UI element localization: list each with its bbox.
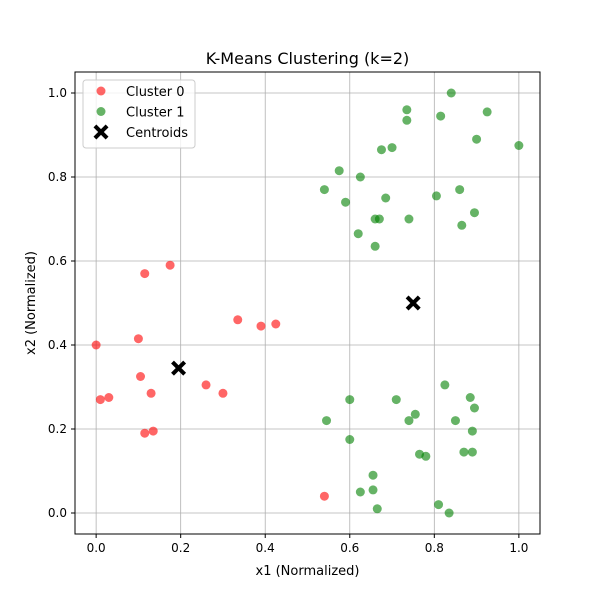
- cluster-0-point: [140, 428, 150, 438]
- cluster-0-point: [95, 395, 105, 405]
- cluster-1-point: [482, 107, 492, 117]
- cluster-0-point: [271, 319, 281, 329]
- cluster-1-point: [391, 395, 401, 405]
- cluster-1-point: [467, 447, 477, 457]
- cluster-1-point: [341, 197, 351, 207]
- axis-ticks: 0.0 0.2 0.4 0.6 0.8 1.0 0.0 0.2 0.4 0.6 0.8 1.0: [48, 86, 529, 555]
- cluster-1-point: [402, 115, 412, 125]
- legend-label: Cluster 1: [126, 106, 185, 121]
- cluster-1-point: [472, 134, 482, 144]
- cluster-0-point: [319, 491, 329, 501]
- cluster-1-point: [345, 435, 355, 444]
- cluster-1-point: [376, 145, 386, 155]
- y-tick-label: 0.8: [48, 170, 67, 184]
- cluster-1-point: [446, 88, 456, 98]
- cluster-1-point: [372, 504, 382, 514]
- legend-centroid-marker: [93, 124, 109, 140]
- cluster-1-point: [469, 403, 479, 413]
- cluster-1-point: [355, 172, 365, 182]
- legend-cluster-1-marker: [96, 107, 106, 116]
- cluster-1-point: [440, 380, 450, 390]
- y-tick-label: 0.0: [48, 506, 67, 520]
- cluster-1-point: [514, 141, 524, 150]
- cluster-0-point: [201, 380, 211, 390]
- cluster-0-point: [104, 393, 114, 402]
- x-tick-label: 0.2: [171, 541, 190, 555]
- cluster-0-point: [136, 372, 146, 381]
- cluster-0-point: [91, 340, 101, 350]
- cluster-0-point: [140, 269, 150, 279]
- cluster-1-point: [319, 185, 329, 195]
- x-tick-label: 0.4: [256, 541, 275, 555]
- cluster-1-point: [469, 208, 479, 218]
- cluster-1-point: [450, 416, 460, 426]
- y-tick-label: 0.6: [48, 254, 67, 268]
- cluster-0-point: [146, 388, 156, 398]
- plot-frame: [74, 71, 541, 535]
- legend: Cluster 0 Cluster 1 Centroids: [82, 79, 196, 149]
- x-tick-label: 1.0: [509, 541, 528, 555]
- x-tick-label: 0.0: [87, 541, 106, 555]
- cluster-0-point: [233, 315, 243, 325]
- cluster-1-point: [467, 426, 477, 436]
- cluster-1-point: [368, 470, 378, 480]
- cluster-1-point: [404, 214, 414, 224]
- cluster-1-point: [368, 485, 378, 495]
- cluster-1-point: [404, 416, 414, 426]
- cluster-1-point: [381, 193, 391, 203]
- x-tick-label: 0.8: [425, 541, 444, 555]
- legend-box: [82, 79, 196, 149]
- cluster-0-point: [165, 260, 175, 270]
- cluster-1-point: [444, 508, 454, 518]
- cluster-1-point: [436, 111, 446, 121]
- cluster-1-point: [459, 447, 469, 457]
- legend-cluster-0-marker: [96, 86, 106, 96]
- cluster-1-point: [334, 166, 344, 176]
- x-axis-label: x1 (Normalized): [256, 564, 360, 579]
- cluster-1-point: [345, 395, 355, 405]
- cluster-1-point: [374, 214, 384, 224]
- cluster-1-point: [370, 241, 380, 251]
- cluster-1-point: [457, 220, 467, 230]
- cluster-1-point: [355, 487, 365, 497]
- cluster-0-point: [133, 334, 143, 344]
- centroid-marker: [405, 295, 421, 311]
- y-tick-label: 0.2: [48, 422, 67, 436]
- x-tick-label: 0.6: [340, 541, 359, 555]
- cluster-0-point: [218, 388, 228, 398]
- cluster-1-point: [434, 500, 444, 510]
- data-points: [91, 88, 524, 518]
- cluster-1-point: [455, 185, 465, 195]
- centroid-marker: [171, 360, 187, 376]
- cluster-0-point: [148, 426, 158, 436]
- y-tick-label: 1.0: [48, 86, 67, 100]
- cluster-0-point: [256, 321, 266, 331]
- legend-label: Centroids: [126, 126, 188, 141]
- cluster-1-point: [322, 416, 332, 426]
- cluster-1-point: [410, 409, 420, 419]
- cluster-1-point: [353, 229, 363, 239]
- cluster-1-point: [465, 393, 475, 402]
- chart-title: K-Means Clustering (k=2): [206, 49, 410, 68]
- cluster-1-point: [402, 105, 412, 115]
- cluster-1-point: [421, 451, 431, 461]
- legend-label: Cluster 0: [126, 85, 185, 100]
- y-tick-label: 0.4: [48, 338, 67, 352]
- cluster-1-point: [431, 191, 441, 201]
- cluster-1-point: [387, 143, 397, 153]
- y-axis-label: x2 (Normalized): [24, 251, 39, 355]
